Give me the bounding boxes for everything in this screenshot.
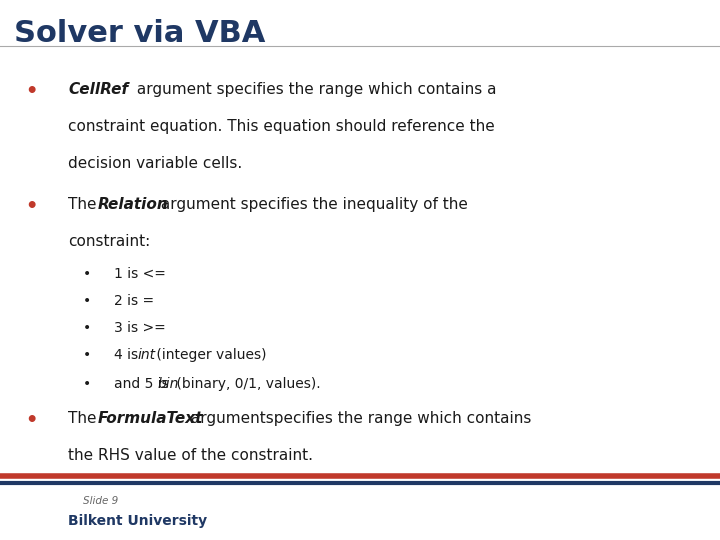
Text: CellRef: CellRef	[68, 82, 129, 97]
Text: •: •	[83, 321, 91, 335]
Text: Solver via VBA: Solver via VBA	[14, 19, 266, 48]
Text: argument specifies the inequality of the: argument specifies the inequality of the	[156, 197, 468, 212]
Text: The: The	[68, 411, 102, 427]
Text: constraint:: constraint:	[68, 234, 150, 249]
Text: (integer values): (integer values)	[153, 348, 267, 362]
Text: •: •	[25, 411, 37, 430]
Text: decision variable cells.: decision variable cells.	[68, 156, 243, 171]
Text: •: •	[83, 377, 91, 391]
Text: argumentspecifies the range which contains: argumentspecifies the range which contai…	[186, 411, 532, 427]
Text: int: int	[138, 348, 156, 362]
Text: bin: bin	[157, 377, 179, 391]
Text: argument specifies the range which contains a: argument specifies the range which conta…	[132, 82, 496, 97]
Text: 2 is =: 2 is =	[114, 294, 154, 308]
Text: •: •	[83, 348, 91, 362]
Text: constraint equation. This equation should reference the: constraint equation. This equation shoul…	[68, 119, 495, 134]
Text: •: •	[83, 267, 91, 281]
Text: •: •	[83, 294, 91, 308]
Text: The: The	[68, 197, 102, 212]
Text: 4 is: 4 is	[114, 348, 143, 362]
Text: 1 is <=: 1 is <=	[114, 267, 166, 281]
Text: 3 is >=: 3 is >=	[114, 321, 166, 335]
Text: (binary, 0/1, values).: (binary, 0/1, values).	[171, 377, 320, 391]
Text: Relation: Relation	[97, 197, 168, 212]
Text: the RHS value of the constraint.: the RHS value of the constraint.	[68, 448, 313, 463]
Text: FormulaText: FormulaText	[97, 411, 202, 427]
Text: Bilkent University: Bilkent University	[68, 514, 207, 528]
Text: •: •	[25, 197, 37, 216]
Text: •: •	[25, 82, 37, 101]
Text: and 5 is: and 5 is	[114, 377, 173, 391]
Text: Slide 9: Slide 9	[83, 496, 118, 506]
